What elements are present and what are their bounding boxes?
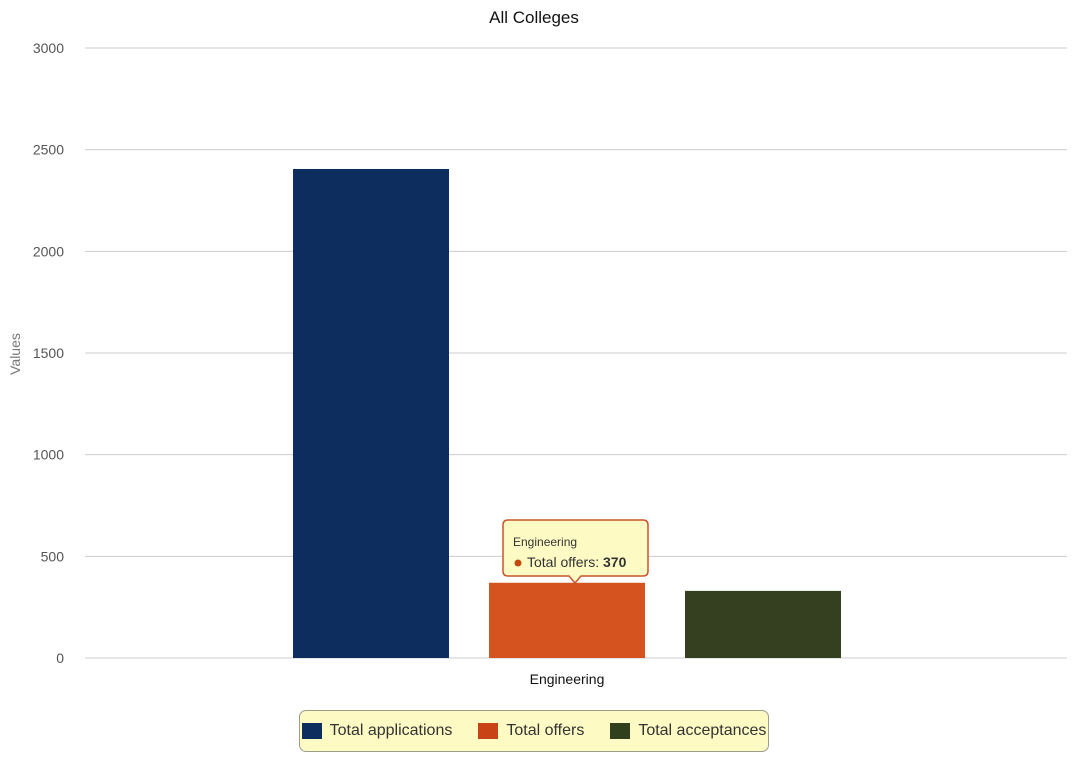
y-tick-label: 500 bbox=[41, 548, 65, 564]
legend-item-total-acceptances[interactable]: Total acceptances bbox=[610, 722, 766, 740]
legend-label-total-offers: Total offers bbox=[506, 722, 585, 739]
legend-item-total-applications[interactable]: Total applications bbox=[301, 722, 453, 740]
y-tick-label: 0 bbox=[56, 650, 64, 666]
y-axis-tick-labels: 0 500 1000 1500 2000 2500 3000 bbox=[33, 40, 64, 666]
tooltip-line: Total offers: 370 bbox=[527, 554, 627, 570]
bar-total-applications[interactable] bbox=[293, 168, 449, 658]
tooltip-series-label: Total offers bbox=[527, 554, 595, 570]
bar-total-acceptances[interactable] bbox=[685, 590, 841, 658]
y-tick-label: 3000 bbox=[33, 40, 64, 56]
tooltip-category: Engineering bbox=[513, 535, 577, 549]
tooltip-box bbox=[502, 519, 649, 585]
tooltip-series-bullet bbox=[514, 559, 522, 567]
y-tick-label: 1500 bbox=[33, 345, 64, 361]
y-tick-label: 1000 bbox=[33, 447, 64, 463]
grid-lines bbox=[85, 47, 1067, 659]
tooltip-colon: : bbox=[595, 554, 603, 570]
x-tick-label: Engineering bbox=[530, 671, 605, 687]
y-axis-label: Values bbox=[7, 333, 23, 375]
legend-swatch-total-applications bbox=[301, 723, 322, 739]
bar-chart: All Colleges 0 500 1000 1500 2000 2500 3000 Va… bbox=[7, 8, 1067, 687]
x-axis-tick-labels: Engineering bbox=[530, 671, 605, 687]
tooltip: Engineering Total offers: 370 bbox=[502, 519, 649, 585]
legend-swatch-total-offers bbox=[478, 723, 499, 739]
y-tick-label: 2000 bbox=[33, 243, 64, 259]
bar-total-offers[interactable] bbox=[489, 582, 645, 658]
legend-item-total-offers[interactable]: Total offers bbox=[478, 722, 584, 740]
tooltip-value: 370 bbox=[603, 554, 627, 570]
chart-title: All Colleges bbox=[489, 8, 579, 27]
legend-label-total-applications: Total applications bbox=[329, 722, 453, 739]
legend-swatch-total-acceptances bbox=[610, 723, 631, 739]
legend: Total applications Total offers Total ac… bbox=[299, 710, 769, 752]
legend-label-total-acceptances: Total acceptances bbox=[638, 722, 767, 739]
bars bbox=[293, 168, 841, 658]
y-tick-label: 2500 bbox=[33, 142, 64, 158]
